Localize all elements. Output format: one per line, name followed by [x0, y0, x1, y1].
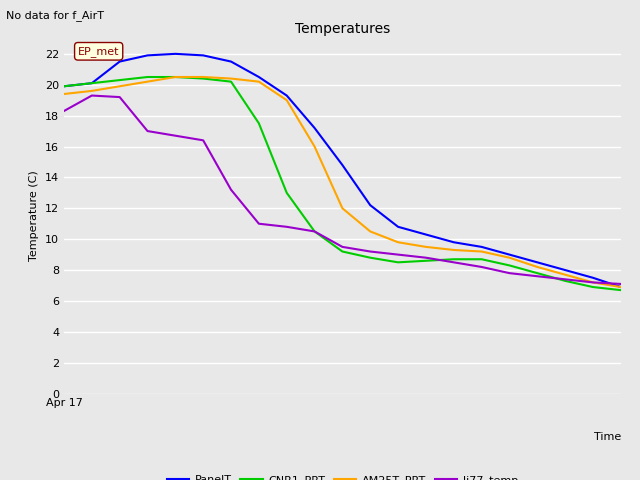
Line: CNR1_PRT: CNR1_PRT [64, 77, 621, 290]
AM25T_PRT [422, 244, 430, 250]
CNR1_PRT [477, 256, 486, 262]
li77_temp [143, 128, 151, 134]
CNR1_PRT [589, 284, 597, 290]
Line: li77_temp: li77_temp [64, 96, 621, 284]
AM25T_PRT [339, 205, 346, 211]
li77_temp [450, 260, 458, 265]
CNR1_PRT [450, 256, 458, 262]
CNR1_PRT [88, 80, 96, 86]
AM25T_PRT [60, 91, 68, 97]
li77_temp [617, 281, 625, 287]
PanelT [116, 59, 124, 64]
CNR1_PRT [561, 278, 569, 284]
li77_temp [366, 249, 374, 254]
li77_temp [172, 133, 179, 139]
PanelT [283, 93, 291, 98]
CNR1_PRT [227, 79, 235, 84]
li77_temp [283, 224, 291, 230]
AM25T_PRT [477, 249, 486, 254]
PanelT [88, 80, 96, 86]
AM25T_PRT [617, 284, 625, 290]
li77_temp [394, 252, 402, 257]
AM25T_PRT [589, 279, 597, 285]
li77_temp [255, 221, 263, 227]
CNR1_PRT [366, 255, 374, 261]
PanelT [366, 202, 374, 208]
CNR1_PRT [422, 258, 430, 264]
li77_temp [506, 270, 513, 276]
CNR1_PRT [534, 270, 541, 276]
li77_temp [311, 228, 319, 234]
CNR1_PRT [172, 74, 179, 80]
PanelT [589, 275, 597, 281]
CNR1_PRT [200, 76, 207, 82]
Y-axis label: Temperature (C): Temperature (C) [29, 170, 39, 262]
AM25T_PRT [561, 272, 569, 277]
li77_temp [477, 264, 486, 270]
AM25T_PRT [172, 74, 179, 80]
CNR1_PRT [116, 77, 124, 83]
AM25T_PRT [506, 255, 513, 261]
PanelT [450, 240, 458, 245]
PanelT [172, 51, 179, 57]
Legend: PanelT, CNR1_PRT, AM25T_PRT, li77_temp: PanelT, CNR1_PRT, AM25T_PRT, li77_temp [163, 470, 522, 480]
PanelT [617, 284, 625, 290]
CNR1_PRT [60, 84, 68, 89]
Text: No data for f_AirT: No data for f_AirT [6, 10, 104, 21]
Title: Temperatures: Temperatures [295, 22, 390, 36]
li77_temp [60, 108, 68, 114]
Text: Time: Time [593, 432, 621, 442]
AM25T_PRT [283, 97, 291, 103]
PanelT [477, 244, 486, 250]
li77_temp [561, 276, 569, 282]
CNR1_PRT [617, 287, 625, 293]
AM25T_PRT [143, 79, 151, 84]
AM25T_PRT [534, 264, 541, 270]
AM25T_PRT [366, 228, 374, 234]
li77_temp [422, 255, 430, 261]
li77_temp [200, 137, 207, 143]
CNR1_PRT [283, 190, 291, 196]
PanelT [506, 252, 513, 257]
Line: AM25T_PRT: AM25T_PRT [64, 77, 621, 287]
AM25T_PRT [116, 84, 124, 89]
AM25T_PRT [450, 247, 458, 253]
AM25T_PRT [227, 76, 235, 82]
CNR1_PRT [255, 120, 263, 126]
li77_temp [339, 244, 346, 250]
PanelT [255, 74, 263, 80]
li77_temp [116, 94, 124, 100]
AM25T_PRT [394, 240, 402, 245]
Line: PanelT: PanelT [64, 54, 621, 287]
PanelT [394, 224, 402, 230]
li77_temp [88, 93, 96, 98]
PanelT [227, 59, 235, 64]
CNR1_PRT [506, 263, 513, 268]
AM25T_PRT [311, 144, 319, 149]
AM25T_PRT [255, 79, 263, 84]
PanelT [311, 125, 319, 131]
PanelT [200, 52, 207, 58]
li77_temp [227, 187, 235, 192]
PanelT [143, 52, 151, 58]
PanelT [60, 84, 68, 89]
Text: EP_met: EP_met [78, 46, 120, 57]
AM25T_PRT [200, 74, 207, 80]
li77_temp [589, 279, 597, 285]
li77_temp [534, 273, 541, 279]
CNR1_PRT [394, 260, 402, 265]
AM25T_PRT [88, 88, 96, 94]
PanelT [561, 267, 569, 273]
PanelT [339, 162, 346, 168]
CNR1_PRT [143, 74, 151, 80]
PanelT [534, 260, 541, 265]
CNR1_PRT [339, 249, 346, 254]
CNR1_PRT [311, 228, 319, 234]
PanelT [422, 232, 430, 238]
